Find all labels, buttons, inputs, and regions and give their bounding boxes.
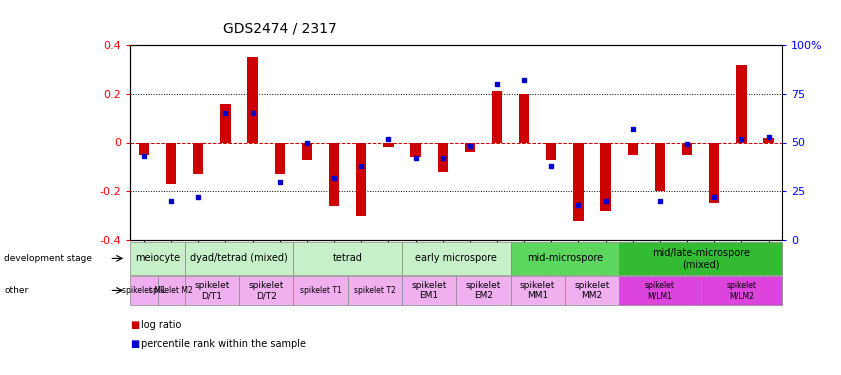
Bar: [519, 94, 529, 142]
Bar: [546, 142, 557, 160]
Bar: [627, 142, 638, 154]
Text: log ratio: log ratio: [141, 320, 182, 330]
Text: ■: ■: [130, 320, 140, 330]
Text: dyad/tetrad (mixed): dyad/tetrad (mixed): [190, 254, 288, 263]
Bar: [166, 142, 177, 184]
Bar: [274, 142, 285, 174]
Text: GDS2474 / 2317: GDS2474 / 2317: [223, 22, 336, 36]
Text: spikelet
M/LM2: spikelet M/LM2: [727, 281, 756, 300]
Text: spikelet T2: spikelet T2: [354, 286, 395, 295]
Bar: [193, 142, 204, 174]
Text: spikelet M2: spikelet M2: [149, 286, 193, 295]
Bar: [383, 142, 394, 147]
Text: ■: ■: [130, 339, 140, 349]
Text: spikelet
EM1: spikelet EM1: [411, 281, 447, 300]
Text: mid-microspore: mid-microspore: [526, 254, 603, 263]
Bar: [329, 142, 339, 206]
Bar: [682, 142, 692, 154]
Text: spikelet
M/LM1: spikelet M/LM1: [645, 281, 675, 300]
Bar: [492, 92, 502, 142]
Text: spikelet
EM2: spikelet EM2: [466, 281, 501, 300]
Text: development stage: development stage: [4, 254, 93, 263]
Text: early microspore: early microspore: [415, 254, 497, 263]
Bar: [655, 142, 665, 191]
Bar: [764, 138, 774, 142]
Bar: [600, 142, 611, 211]
Bar: [247, 57, 257, 142]
Text: spikelet
MM2: spikelet MM2: [574, 281, 610, 300]
Text: percentile rank within the sample: percentile rank within the sample: [141, 339, 306, 349]
Text: other: other: [4, 286, 29, 295]
Bar: [139, 142, 149, 154]
Text: mid/late-microspore
(mixed): mid/late-microspore (mixed): [652, 248, 749, 269]
Text: spikelet
MM1: spikelet MM1: [520, 281, 555, 300]
Text: tetrad: tetrad: [333, 254, 362, 263]
Bar: [465, 142, 475, 152]
Bar: [736, 64, 747, 142]
Text: spikelet T1: spikelet T1: [299, 286, 341, 295]
Text: spikelet
D/T1: spikelet D/T1: [194, 281, 230, 300]
Bar: [709, 142, 719, 203]
Bar: [574, 142, 584, 220]
Bar: [220, 104, 230, 142]
Text: spikelet M1: spikelet M1: [122, 286, 166, 295]
Bar: [410, 142, 420, 157]
Bar: [356, 142, 367, 216]
Bar: [302, 142, 312, 160]
Text: spikelet
D/T2: spikelet D/T2: [248, 281, 283, 300]
Bar: [437, 142, 447, 172]
Text: meiocyte: meiocyte: [135, 254, 180, 263]
